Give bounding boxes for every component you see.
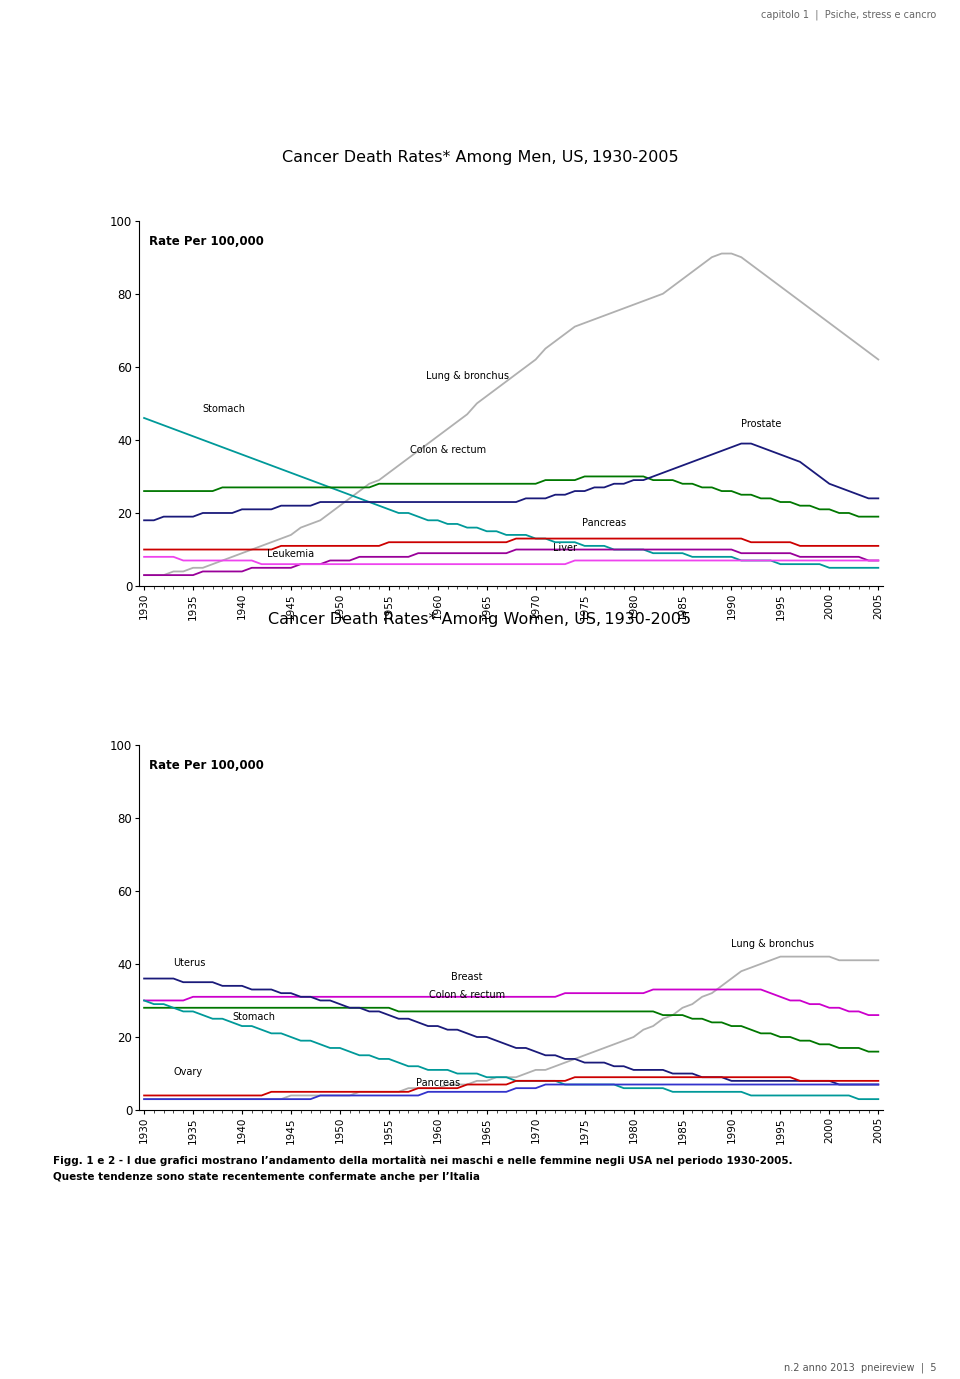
- Text: Ovary: Ovary: [174, 1067, 203, 1077]
- Text: Figg. 1 e 2 - I due grafici mostrano l’andamento della mortalità nei maschi e ne: Figg. 1 e 2 - I due grafici mostrano l’a…: [53, 1156, 792, 1167]
- Text: Lung & bronchus: Lung & bronchus: [425, 371, 509, 382]
- Text: Stomach: Stomach: [232, 1012, 276, 1022]
- Text: n.2 anno 2013  pneireview  |  5: n.2 anno 2013 pneireview | 5: [783, 1362, 936, 1373]
- Text: Leukemia: Leukemia: [268, 549, 315, 558]
- Text: Pancreas: Pancreas: [416, 1078, 460, 1088]
- Text: Cancer Death Rates* Among Men, US, 1930-2005: Cancer Death Rates* Among Men, US, 1930-…: [281, 150, 679, 165]
- Text: capitolo 1  |  Psiche, stress e cancro: capitolo 1 | Psiche, stress e cancro: [760, 10, 936, 21]
- Text: Rate Per 100,000: Rate Per 100,000: [149, 236, 264, 248]
- Text: Cancer Death Rates* Among Women, US, 1930-2005: Cancer Death Rates* Among Women, US, 193…: [269, 612, 691, 627]
- Text: Pancreas: Pancreas: [582, 517, 626, 528]
- Text: Uterus: Uterus: [174, 957, 205, 968]
- Text: Colon & rectum: Colon & rectum: [410, 444, 486, 455]
- Text: Queste tendenze sono state recentemente confermate anche per l’Italia: Queste tendenze sono state recentemente …: [53, 1172, 480, 1182]
- Text: Rate Per 100,000: Rate Per 100,000: [149, 760, 264, 772]
- Text: Colon & rectum: Colon & rectum: [429, 990, 505, 1001]
- Text: Prostate: Prostate: [741, 419, 781, 429]
- Text: Liver: Liver: [553, 543, 577, 553]
- Text: Lung & bronchus: Lung & bronchus: [732, 939, 814, 949]
- Text: Breast: Breast: [451, 972, 483, 982]
- Text: Stomach: Stomach: [203, 404, 246, 414]
